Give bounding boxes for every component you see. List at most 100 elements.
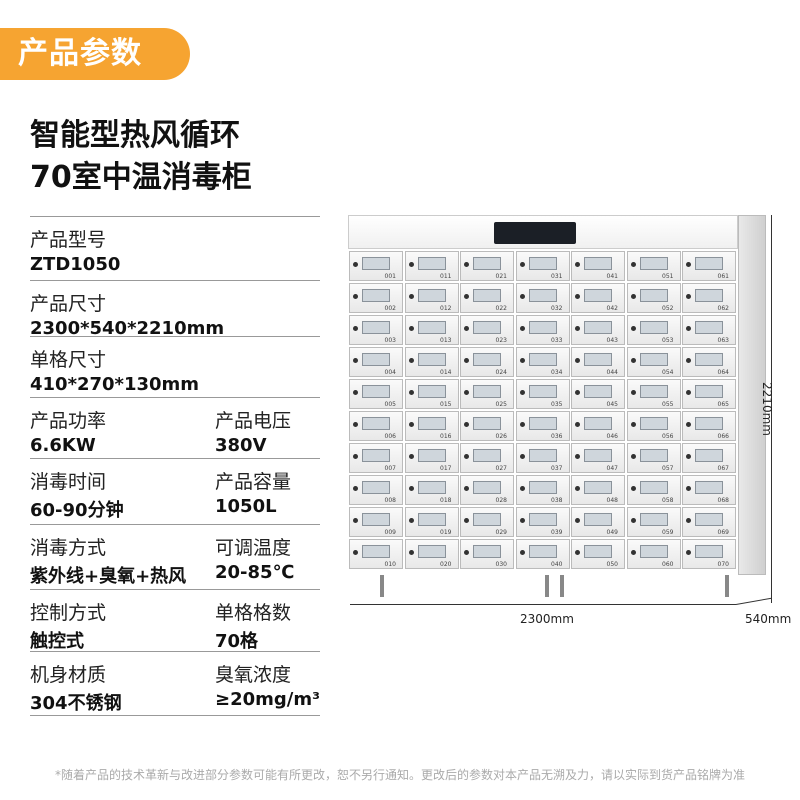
door-window <box>473 385 501 398</box>
lock-icon <box>464 486 469 491</box>
door-window <box>584 289 612 302</box>
spec-table: 产品型号 ZTD1050 产品尺寸 2300*540*2210mm 单格尺寸 410*27… <box>30 216 320 716</box>
lock-icon <box>519 294 525 299</box>
lock-icon <box>464 326 469 331</box>
lock-icon <box>353 390 358 395</box>
lock-icon <box>408 358 414 363</box>
door-number: 057 <box>662 465 674 472</box>
door-number: 030 <box>495 561 507 568</box>
spec-label: 机身材质 <box>30 664 107 686</box>
spec-value: 304不锈钢 <box>30 693 122 714</box>
lock-icon <box>575 358 580 363</box>
door-window <box>528 513 557 526</box>
door-number: 020 <box>440 561 452 568</box>
door-window <box>584 513 612 526</box>
spec-value: 380V <box>215 435 267 456</box>
door-number: 070 <box>717 561 729 568</box>
lock-icon <box>464 262 469 267</box>
locker-door: 015 <box>404 379 459 409</box>
lock-icon <box>630 518 636 523</box>
lock-icon <box>575 294 580 299</box>
door-window <box>417 385 446 398</box>
door-window <box>528 289 557 302</box>
lock-icon <box>630 390 636 395</box>
lock-icon <box>353 454 358 459</box>
door-number: 048 <box>606 497 618 504</box>
locker-door: 063 <box>682 315 736 345</box>
locker-door: 020 <box>404 539 459 569</box>
spec-label: 产品电压 <box>215 410 292 432</box>
lock-icon <box>408 294 414 299</box>
lock-icon <box>464 518 469 523</box>
lock-icon <box>575 486 580 491</box>
locker-door: 005 <box>349 379 403 409</box>
door-number: 059 <box>662 529 674 536</box>
lock-icon <box>464 390 469 395</box>
door-window <box>695 449 723 462</box>
lock-icon <box>686 358 691 363</box>
lock-icon <box>630 550 636 555</box>
spec-cell: 消毒时间 60-90分钟 <box>30 467 124 522</box>
door-number: 055 <box>662 401 674 408</box>
locker-door: 070 <box>682 539 736 569</box>
lock-icon <box>686 454 691 459</box>
lock-icon <box>353 262 358 267</box>
locker-door: 053 <box>626 315 681 345</box>
leg <box>560 575 564 597</box>
door-number: 058 <box>662 497 674 504</box>
door-window <box>639 481 668 494</box>
door-number: 067 <box>717 465 729 472</box>
door-number: 014 <box>440 369 452 376</box>
door-number: 069 <box>717 529 729 536</box>
door-window <box>417 513 446 526</box>
locker-door: 032 <box>515 283 570 313</box>
spec-row: 消毒时间 60-90分钟 产品容量 1050L <box>30 459 320 525</box>
door-window <box>695 481 723 494</box>
locker-door: 048 <box>571 475 625 505</box>
door-window <box>639 321 668 334</box>
spec-label: 消毒时间 <box>30 471 107 493</box>
lock-icon <box>408 454 414 459</box>
locker-door: 017 <box>404 443 459 473</box>
height-dimension-line <box>771 215 772 603</box>
door-number: 004 <box>384 369 396 376</box>
door-number: 046 <box>606 433 618 440</box>
depth-label: 540mm <box>745 612 792 626</box>
door-number: 022 <box>495 305 507 312</box>
locker-door: 050 <box>571 539 625 569</box>
locker-door: 002 <box>349 283 403 313</box>
locker-door: 012 <box>404 283 459 313</box>
door-number: 038 <box>551 497 563 504</box>
lock-icon <box>519 518 525 523</box>
door-number: 036 <box>551 433 563 440</box>
locker-door: 023 <box>460 315 514 345</box>
door-window <box>528 353 557 366</box>
door-number: 064 <box>717 369 729 376</box>
locker-door: 036 <box>515 411 570 441</box>
lock-icon <box>408 390 414 395</box>
locker-door: 058 <box>626 475 681 505</box>
spec-cell: 单格尺寸 410*270*130mm <box>30 345 199 395</box>
door-number: 065 <box>717 401 729 408</box>
lock-icon <box>353 518 358 523</box>
spec-label: 消毒方式 <box>30 537 107 559</box>
spec-row: 产品尺寸 2300*540*2210mm <box>30 281 320 339</box>
door-number: 050 <box>606 561 618 568</box>
door-window <box>362 257 390 270</box>
lock-icon <box>686 262 691 267</box>
door-number: 066 <box>717 433 729 440</box>
spec-cell: 控制方式 触控式 <box>30 598 106 653</box>
door-window <box>362 385 390 398</box>
door-window <box>528 257 557 270</box>
door-number: 026 <box>495 433 507 440</box>
door-number: 021 <box>495 273 507 280</box>
spec-row: 产品型号 ZTD1050 <box>30 217 320 281</box>
lock-icon <box>630 294 636 299</box>
door-window <box>639 449 668 462</box>
cabinet-image: 001 002 003 004 005 006 007 008 009 010 011 012 013 0… <box>348 215 766 575</box>
locker-door: 061 <box>682 251 736 281</box>
door-window <box>695 353 723 366</box>
leg <box>725 575 729 597</box>
spec-label: 臭氧浓度 <box>215 664 292 686</box>
lock-icon <box>630 326 636 331</box>
